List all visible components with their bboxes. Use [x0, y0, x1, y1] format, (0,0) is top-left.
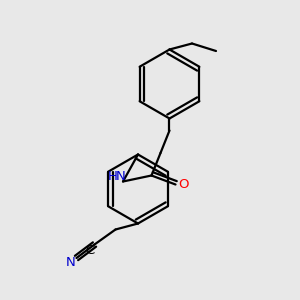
Text: C: C — [85, 244, 94, 257]
Text: N: N — [66, 256, 75, 269]
Text: H: H — [108, 170, 117, 184]
Text: O: O — [179, 178, 189, 191]
Text: N: N — [116, 170, 126, 184]
